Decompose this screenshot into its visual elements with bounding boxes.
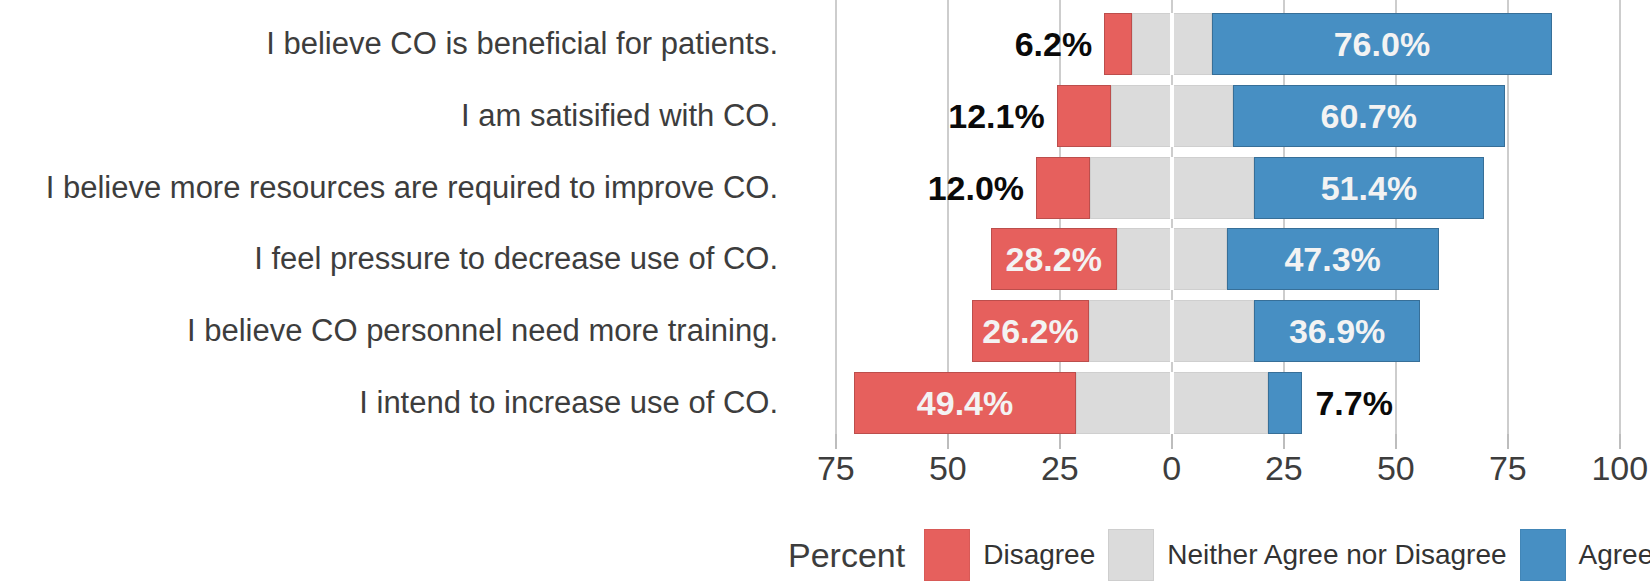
legend-swatch-agree — [1520, 529, 1566, 581]
bar-label-agree: 60.7% — [1233, 85, 1505, 147]
zero-axis-gap — [1170, 228, 1174, 290]
x-axis-tick-label: 75 — [817, 449, 855, 488]
x-axis-tick-label: 25 — [1265, 449, 1303, 488]
category-label: I feel pressure to decrease use of CO. — [0, 228, 778, 290]
x-axis-tick — [1619, 434, 1621, 449]
bar-label-agree: 47.3% — [1227, 228, 1439, 290]
x-axis-tick — [1283, 434, 1285, 449]
category-label: I believe CO is beneficial for patients. — [0, 13, 778, 75]
bar-label-agree: 51.4% — [1254, 157, 1484, 219]
legend-item-neither: Neither Agree nor Disagree — [1108, 529, 1506, 581]
bar-disagree — [1057, 85, 1111, 147]
zero-axis-gap — [1170, 157, 1174, 219]
legend-label-neither: Neither Agree nor Disagree — [1167, 539, 1506, 571]
x-axis-tick — [1171, 434, 1173, 449]
x-axis-tick — [1059, 434, 1061, 449]
zero-axis-gap — [1170, 13, 1174, 75]
bar-disagree — [1104, 13, 1132, 75]
bar-label-disagree: 28.2% — [991, 228, 1117, 290]
category-label: I believe CO personnel need more trainin… — [0, 300, 778, 362]
x-axis-tick-label: 50 — [929, 449, 967, 488]
category-label: I am satisified with CO. — [0, 85, 778, 147]
bar-label-disagree: 49.4% — [854, 372, 1075, 434]
legend: Percent Disagree Neither Agree nor Disag… — [788, 524, 1650, 586]
x-axis-tick — [1507, 434, 1509, 449]
bar-label-agree: 76.0% — [1212, 13, 1552, 75]
bar-label-agree: 7.7% — [1315, 372, 1565, 434]
category-label: I believe more resources are required to… — [0, 157, 778, 219]
legend-item-disagree: Disagree — [924, 529, 1095, 581]
bar-label-disagree: 6.2% — [842, 13, 1092, 75]
x-axis-tick-label: 75 — [1489, 449, 1527, 488]
bar-label-disagree: 12.0% — [774, 157, 1024, 219]
x-axis-tick-label: 50 — [1377, 449, 1415, 488]
category-label: I intend to increase use of CO. — [0, 372, 778, 434]
x-axis-tick-label: 25 — [1041, 449, 1079, 488]
zero-axis-gap — [1170, 300, 1174, 362]
zero-axis-gap — [1170, 372, 1174, 434]
bar-agree — [1268, 372, 1302, 434]
x-axis-tick-label: 100 — [1591, 449, 1648, 488]
zero-axis-gap — [1170, 85, 1174, 147]
bar-label-agree: 36.9% — [1254, 300, 1419, 362]
legend-swatch-disagree — [924, 529, 970, 581]
x-axis-tick-label: 0 — [1162, 449, 1181, 488]
x-axis-tick — [947, 434, 949, 449]
x-axis-tick — [835, 434, 837, 449]
x-axis-tick — [1395, 434, 1397, 449]
legend-item-agree: Agree — [1520, 529, 1650, 581]
gridline — [1619, 0, 1621, 434]
bar-label-disagree: 12.1% — [795, 85, 1045, 147]
legend-label-agree: Agree — [1579, 539, 1650, 571]
bar-label-disagree: 26.2% — [972, 300, 1089, 362]
likert-diverging-bar-chart: 75 50 25 0 25 50 75 100 I believe CO is benefici… — [0, 0, 1650, 587]
bar-disagree — [1036, 157, 1090, 219]
legend-swatch-neither — [1108, 529, 1154, 581]
legend-label-disagree: Disagree — [983, 539, 1095, 571]
x-axis-title: Percent — [788, 536, 905, 575]
